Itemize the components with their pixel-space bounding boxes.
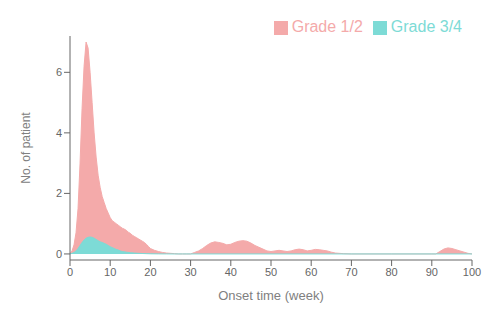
- svg-text:6: 6: [56, 66, 62, 78]
- svg-text:2: 2: [56, 187, 62, 199]
- svg-text:0: 0: [56, 248, 62, 260]
- svg-text:60: 60: [305, 266, 317, 278]
- svg-text:100: 100: [463, 266, 481, 278]
- svg-text:10: 10: [104, 266, 116, 278]
- html-text:Grade 1/2: Grade 1/2: [291, 18, 363, 35]
- svg-text:20: 20: [144, 266, 156, 278]
- svg-text:50: 50: [265, 266, 277, 278]
- svg-text:80: 80: [385, 266, 397, 278]
- svg-text:40: 40: [225, 266, 237, 278]
- html-text:Grade 3/4: Grade 3/4: [390, 18, 462, 35]
- svg-text:No. of patient: No. of patient: [19, 112, 33, 184]
- svg-text:90: 90: [426, 266, 438, 278]
- svg-text:30: 30: [184, 266, 196, 278]
- svg-text:0: 0: [67, 266, 73, 278]
- svg-text:70: 70: [345, 266, 357, 278]
- svg-text:4: 4: [56, 127, 62, 139]
- svg-text:Onset time (week): Onset time (week): [218, 288, 323, 303]
